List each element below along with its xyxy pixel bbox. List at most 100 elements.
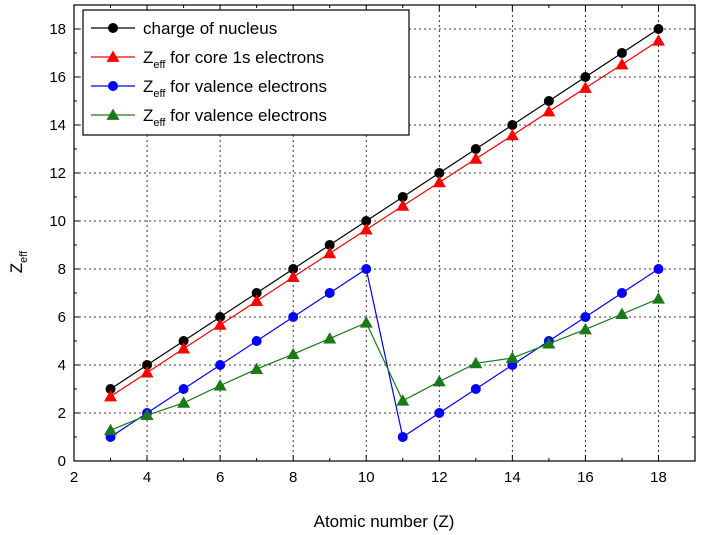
- y-tick-label: 0: [58, 453, 66, 470]
- series-4-point: [140, 408, 154, 421]
- series-1-point: [288, 264, 299, 274]
- legend-label-subscript: eff: [153, 117, 166, 129]
- series-1-point: [653, 24, 664, 34]
- series-1-point: [178, 336, 189, 346]
- series-3-point: [580, 312, 591, 322]
- legend-label-subscript: eff: [153, 59, 166, 71]
- series-4-point: [323, 332, 337, 344]
- series-4-point: [432, 375, 446, 387]
- series-4-point: [359, 316, 373, 328]
- series-1-line: [110, 28, 659, 390]
- legend-marker: [106, 108, 120, 120]
- y-tick-label: 14: [49, 117, 66, 134]
- series-4-point: [615, 307, 629, 319]
- legend-marker: [108, 81, 118, 91]
- series-1-point: [324, 240, 335, 250]
- series-2-point: [213, 318, 227, 330]
- series-4-point: [505, 351, 519, 363]
- legend-label-rest: for valence electrons: [165, 77, 327, 96]
- legend-entry-1: charge of nucleus: [91, 19, 277, 38]
- series-1-point: [543, 96, 554, 106]
- x-tick-label: 16: [577, 469, 594, 486]
- legend-label: charge of nucleus: [143, 19, 277, 38]
- series-4-point: [651, 292, 665, 304]
- series-1: [105, 24, 664, 394]
- legend-label-main: Z: [143, 48, 153, 67]
- series-2-point: [140, 366, 154, 378]
- legend: charge of nucleus Zeff for core 1s electr…: [82, 9, 410, 136]
- legend-label-rest: for core 1s electrons: [165, 48, 324, 67]
- x-tick-label: 4: [143, 469, 151, 486]
- series-4: [104, 292, 665, 436]
- series-1-point: [616, 48, 627, 58]
- legend-label-rest: for valence electrons: [165, 106, 327, 125]
- series-3-point: [434, 408, 445, 418]
- series-4-point: [396, 394, 410, 406]
- y-tick-label: 4: [58, 357, 66, 374]
- y-tick-label: 18: [49, 21, 66, 38]
- series-2-point: [651, 34, 665, 46]
- x-tick-label: 12: [431, 469, 448, 486]
- y-tick-label: 12: [49, 165, 66, 182]
- y-tick-label: 16: [49, 69, 66, 86]
- series-2-line: [110, 40, 659, 397]
- legend-entry-3: Zeff for valence electrons: [91, 77, 327, 100]
- series-4-point: [177, 396, 191, 408]
- series-2-point: [578, 81, 592, 93]
- series-3-point: [653, 264, 664, 274]
- series-4-line: [110, 298, 659, 431]
- series-1-point: [580, 72, 591, 82]
- series-2-point: [286, 270, 300, 283]
- legend-marker: [108, 23, 118, 33]
- series-2-point: [396, 199, 410, 211]
- series-2-point: [250, 294, 264, 307]
- x-tick-label: 14: [504, 469, 521, 486]
- x-tick-label: 2: [70, 469, 78, 486]
- series-2-point: [104, 389, 118, 402]
- x-tick-label: 10: [358, 469, 375, 486]
- series-3-point: [361, 264, 372, 274]
- series-2-point: [359, 223, 373, 235]
- series-2-point: [542, 105, 556, 117]
- series-3: [105, 264, 664, 442]
- series-group: [104, 24, 665, 442]
- series-3-point: [324, 288, 335, 298]
- series-4-point: [578, 322, 592, 335]
- legend-label-main: Z: [143, 106, 153, 125]
- series-4-point: [469, 356, 483, 369]
- series-2: [104, 34, 665, 402]
- y-axis-title: Zeff: [7, 250, 30, 273]
- legend-label-subscript: eff: [153, 88, 166, 100]
- series-3-point: [616, 288, 627, 298]
- series-1-point: [251, 288, 262, 298]
- legend-box: [82, 9, 410, 136]
- series-2-point: [177, 342, 191, 354]
- x-tick-label: 6: [216, 469, 224, 486]
- series-3-point: [215, 360, 226, 370]
- legend-label: Zeff for core 1s electrons: [143, 48, 324, 71]
- series-2-point: [469, 152, 483, 164]
- series-3-point: [397, 432, 408, 442]
- series-1-point: [105, 384, 116, 394]
- series-4-point: [286, 347, 300, 360]
- series-3-point: [288, 312, 299, 322]
- series-2-point: [505, 128, 519, 141]
- series-1-point: [397, 192, 408, 202]
- y-tick-label: 6: [58, 309, 66, 326]
- x-tick-label: 8: [289, 469, 297, 486]
- y-tick-label: 2: [58, 405, 66, 422]
- series-1-point: [470, 144, 481, 154]
- series-3-point: [470, 384, 481, 394]
- y-tick-label: 8: [58, 261, 66, 278]
- legend-entry-4: Zeff for valence electrons: [91, 106, 327, 129]
- series-1-point: [434, 168, 445, 178]
- y-axis-title-subscript: eff: [18, 250, 30, 263]
- legend-label: Zeff for valence electrons: [143, 106, 327, 129]
- series-3-line: [110, 268, 659, 438]
- series-3-point: [251, 336, 262, 346]
- series-2-point: [615, 58, 629, 70]
- y-axis-title-main: Z: [7, 263, 26, 273]
- y-tick-label: 10: [49, 213, 66, 230]
